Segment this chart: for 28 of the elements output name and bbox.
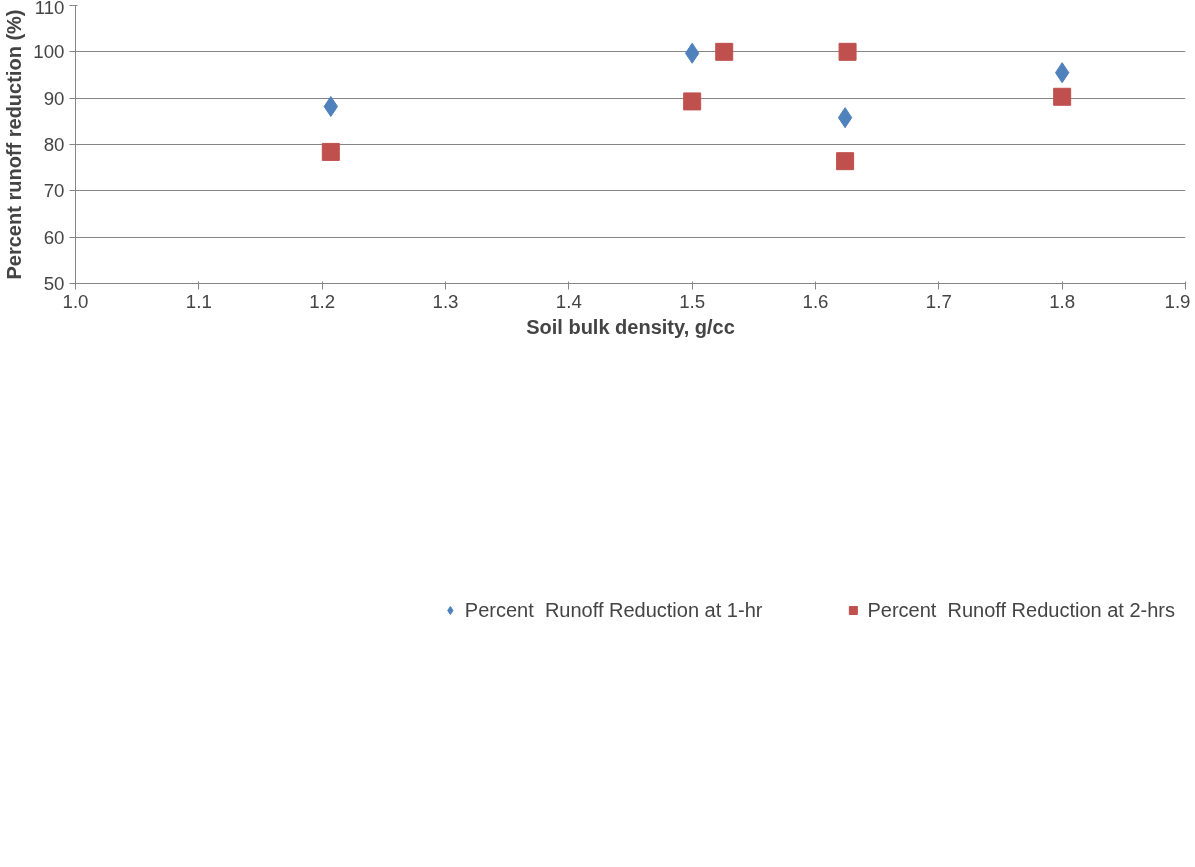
- x-tick-label: 1.1: [185, 290, 212, 312]
- point: [321, 142, 340, 161]
- y-tick-label: 100: [33, 41, 65, 63]
- point: [838, 42, 857, 61]
- x-tick-label: 1.9: [1164, 290, 1191, 312]
- y-tick-label: 90: [43, 87, 65, 109]
- x-tick-label: 1.6: [802, 290, 829, 312]
- point: [715, 42, 734, 61]
- x-tick-label: 1.8: [1049, 290, 1076, 312]
- point: [1053, 87, 1072, 106]
- y-tick-label: 50: [43, 273, 65, 294]
- point: [683, 92, 702, 111]
- y-axis-title: Percent runoff reduction (%): [3, 9, 26, 280]
- x-tick-label: 1.5: [679, 290, 706, 312]
- y-tick-label: 60: [43, 226, 65, 248]
- y-tick-label: 110: [34, 0, 65, 18]
- x-axis-title: Soil bulk density, g/cc: [526, 315, 735, 338]
- x-tick-label: 1.4: [555, 290, 582, 312]
- x-tick-label: 1.2: [309, 290, 336, 312]
- x-tick-label: 1.7: [925, 290, 952, 312]
- point: [836, 152, 855, 171]
- x-tick-label: 1.3: [432, 290, 459, 312]
- legend-label: Percent Runoff Reduction at 2-hrs: [867, 598, 1175, 622]
- y-tick-label: 70: [43, 180, 65, 202]
- legend-label: Percent Runoff Reduction at 1-hr: [464, 598, 763, 622]
- x-tick-label: 1.0: [62, 290, 89, 312]
- y-tick-label: 80: [43, 134, 65, 155]
- point: [837, 107, 853, 129]
